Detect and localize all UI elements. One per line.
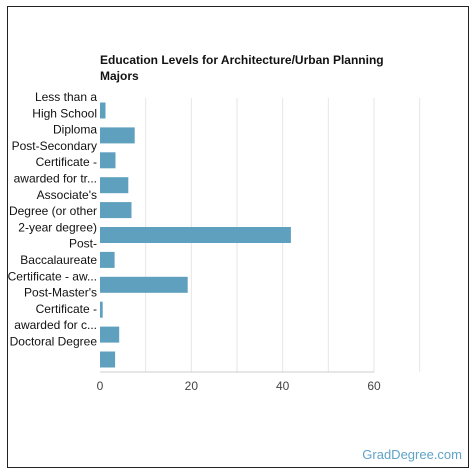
y-tick-label: Degree (or other [9, 204, 97, 218]
y-tick-label: Baccalaureate [20, 253, 97, 267]
y-tick-label: High School [32, 106, 97, 120]
y-tick-label: Certificate - [36, 155, 97, 169]
x-tick-label: 20 [185, 379, 199, 393]
y-tick-label: Associate's [37, 188, 97, 202]
x-tick-label: 40 [276, 379, 290, 393]
y-tick-label: awarded for tr... [14, 172, 97, 186]
y-tick-label: 2-year degree) [18, 220, 97, 234]
y-tick-label: Certificate - [36, 302, 97, 316]
bar [100, 227, 291, 243]
bar [100, 351, 116, 368]
bar [100, 301, 103, 318]
bar [100, 102, 106, 119]
y-tick-label: Post-Secondary [12, 139, 97, 153]
site-watermark[interactable]: GradDegree.com [362, 447, 462, 462]
bar [100, 127, 135, 144]
bar [100, 276, 188, 293]
y-tick-label: Post- [69, 237, 97, 251]
y-tick-label: Doctoral Degree [10, 335, 98, 349]
bar [100, 251, 115, 268]
chart-title: Education Levels for Architecture/Urban … [100, 53, 384, 83]
bar [100, 326, 120, 343]
y-tick-label: awarded for c... [14, 318, 97, 332]
x-tick-label: 0 [97, 379, 104, 393]
y-tick-label: Diploma [53, 123, 97, 137]
y-tick-label: Post-Master's [24, 286, 97, 300]
x-tick-label: 60 [367, 379, 381, 393]
bar [100, 177, 129, 194]
y-tick-label: Certificate - aw... [8, 269, 97, 283]
y-tick-label: Less than a [35, 90, 97, 104]
bar [100, 152, 116, 169]
bar [100, 202, 132, 219]
